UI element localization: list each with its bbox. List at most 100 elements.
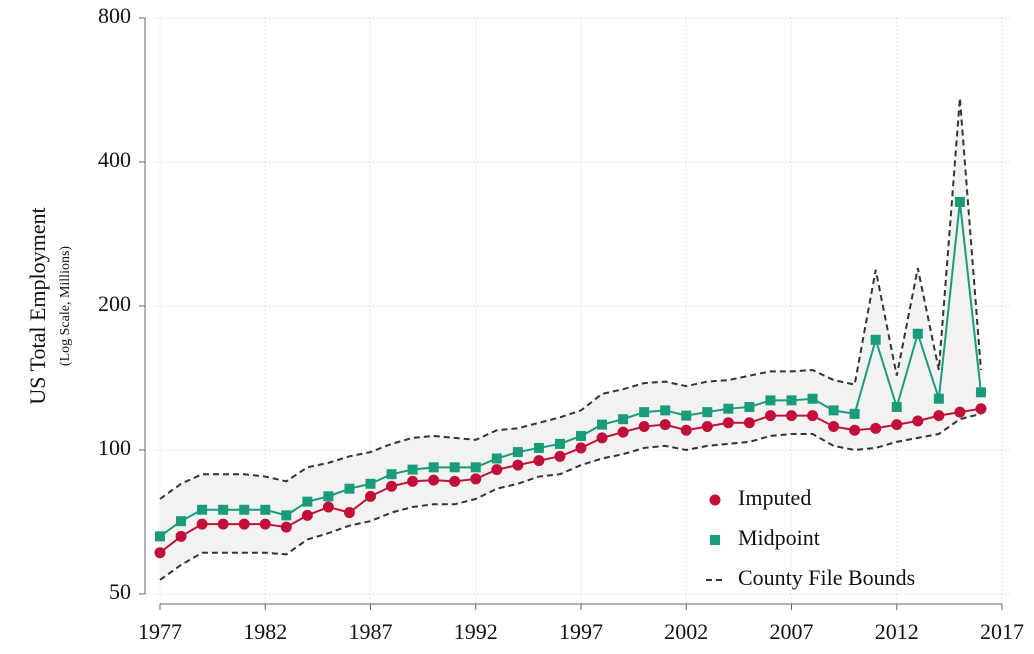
point [217,518,229,530]
band-line [159,412,982,581]
legend-label: County File Bounds [738,565,915,590]
legend-marker [709,494,721,506]
point [302,496,313,507]
point [428,474,440,486]
point [491,453,502,464]
point [365,478,376,489]
point [702,407,713,418]
point [701,420,713,432]
point [407,475,419,487]
point [596,432,608,444]
point [386,480,398,492]
point [238,518,250,530]
point [891,419,903,431]
point [786,395,797,406]
y-tick-label: 800 [98,3,131,28]
point [576,430,586,441]
point [554,438,565,449]
point [681,410,692,421]
point [849,424,861,436]
point [218,504,229,515]
point [470,462,481,473]
point [743,417,755,429]
point [575,442,587,454]
point [954,406,966,418]
point [807,410,819,422]
point [659,419,671,431]
x-tick-label: 1987 [349,619,393,644]
point [533,455,545,467]
x-tick-label: 2012 [875,619,919,644]
point [533,442,544,453]
point [618,414,629,425]
point [259,518,271,530]
band-line [159,98,982,500]
point [723,403,734,414]
point [365,490,376,502]
x-tick-label: 1982 [243,619,287,644]
point [155,531,165,542]
point [196,518,208,530]
point [807,393,818,404]
point [933,393,944,404]
point [722,417,734,429]
y-tick-label: 100 [98,435,131,460]
point [765,395,776,406]
point [239,504,250,515]
series-line [159,407,982,554]
point [344,483,355,494]
point [954,196,965,207]
point [786,410,797,422]
point [154,547,166,559]
x-tick-label: 1992 [454,619,498,644]
point [764,410,776,422]
point [870,422,882,434]
point [175,530,187,542]
point [660,405,671,416]
point [512,459,524,471]
point [638,420,650,432]
band-fill [160,98,981,580]
point [323,491,334,502]
y-tick-label: 50 [109,579,131,604]
point [554,450,566,462]
legend-label: Midpoint [738,525,820,550]
x-tick-label: 2002 [664,619,708,644]
x-tick-label: 1977 [138,619,182,644]
point [912,328,923,339]
point [280,521,292,533]
point [975,403,987,415]
point [828,420,840,432]
point [744,401,755,412]
x-tick-label: 2017 [980,619,1024,644]
point [597,419,608,430]
point [301,509,313,521]
point [260,504,271,515]
point [449,462,460,473]
point [933,410,945,422]
point [197,504,208,515]
point [470,473,482,485]
point [849,408,860,419]
x-tick-label: 1997 [559,619,603,644]
point [512,447,523,458]
point [617,426,629,438]
legend-marker [710,535,720,545]
y-axis-label: US Total Employment [25,207,50,404]
point [828,405,839,416]
y-tick-label: 400 [98,147,131,172]
point [870,334,881,345]
point [491,464,503,476]
point [322,501,334,513]
point [407,464,418,475]
point [428,462,439,473]
point [680,424,692,436]
point [176,516,187,527]
point [449,475,461,487]
y-axis-sublabel: (Log Scale, Millions) [58,246,73,366]
point [386,469,397,480]
legend-label: Imputed [738,485,811,510]
series-line [159,201,982,538]
x-tick-label: 2007 [770,619,814,644]
